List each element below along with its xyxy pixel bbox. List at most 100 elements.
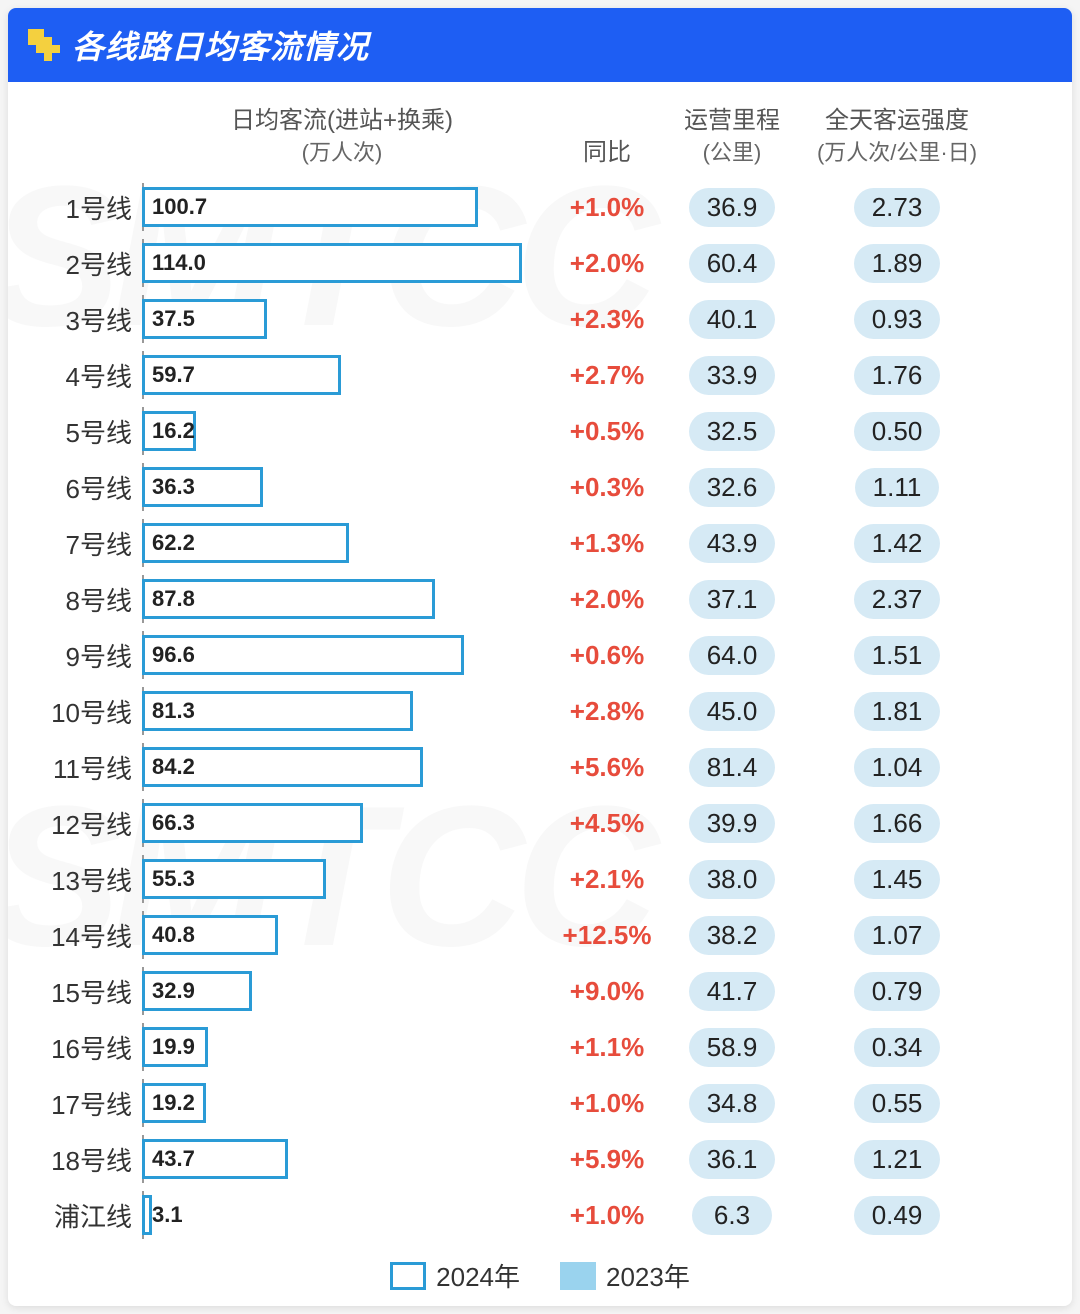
table-row: 4号线59.7+2.7%33.91.76 [32, 347, 1048, 403]
legend-2023: 2023年 [560, 1257, 690, 1294]
bar-cell: 43.7 [142, 1139, 542, 1179]
line-name: 浦江线 [32, 1197, 142, 1234]
intensity-value: 1.42 [854, 524, 941, 563]
compare-value: +2.0% [570, 584, 644, 614]
compare-cell: +1.1% [542, 1032, 672, 1063]
mileage-value: 81.4 [689, 748, 776, 787]
mileage-value: 6.3 [692, 1196, 772, 1235]
intensity-value: 1.51 [854, 636, 941, 675]
line-name: 3号线 [32, 301, 142, 338]
bar-value-label: 36.3 [152, 467, 195, 507]
bar-value-label: 100.7 [152, 187, 207, 227]
bar-value-label: 84.2 [152, 747, 195, 787]
mileage-value: 38.2 [689, 916, 776, 955]
table-row: 7号线62.2 +1.3% 43.9 1.42 [32, 515, 1048, 571]
bar-value-label: 32.9 [152, 971, 195, 1011]
line-name: 12号线 [32, 805, 142, 842]
compare-value: +0.6% [570, 640, 644, 670]
table-row: 16号线19.9+1.1%58.90.34 [32, 1019, 1048, 1075]
mileage-value: 36.1 [689, 1140, 776, 1179]
compare-value: +5.6% [570, 752, 644, 782]
bar-cell: 81.3 [142, 691, 542, 731]
table-row: 8号线87.8+2.0%37.12.37 [32, 571, 1048, 627]
intensity-cell: 1.81 [792, 692, 1002, 731]
compare-cell: +5.9% [542, 1144, 672, 1175]
mileage-cell: 36.1 [672, 1140, 792, 1179]
line-name: 15号线 [32, 973, 142, 1010]
bar-cell: 96.6 [142, 635, 542, 675]
mileage-value: 32.5 [689, 412, 776, 451]
line-name: 2号线 [32, 245, 142, 282]
compare-cell: +2.3% [542, 304, 672, 335]
line-name: 1号线 [32, 189, 142, 226]
mileage-cell: 38.0 [672, 860, 792, 899]
bar-value-label: 16.2 [152, 411, 195, 451]
col-flow-unit: (万人次) [142, 135, 542, 167]
compare-value: +1.0% [570, 1088, 644, 1118]
bar-cell: 84.2 [142, 747, 542, 787]
compare-cell: +0.3% [542, 472, 672, 503]
compare-value: +2.8% [570, 696, 644, 726]
line-name: 9号线 [32, 637, 142, 674]
legend-2023-label: 2023年 [606, 1257, 690, 1294]
intensity-cell: 1.42 [792, 524, 1002, 563]
intensity-value: 1.76 [854, 356, 941, 395]
mileage-cell: 40.1 [672, 300, 792, 339]
compare-cell: +5.6% [542, 752, 672, 783]
mileage-cell: 33.9 [672, 356, 792, 395]
intensity-value: 1.89 [854, 244, 941, 283]
compare-value: +0.3% [570, 472, 644, 502]
table-row: 6号线36.3+0.3%32.61.11 [32, 459, 1048, 515]
compare-cell: +1.0% [542, 192, 672, 223]
mileage-value: 64.0 [689, 636, 776, 675]
col-intensity-unit: (万人次/公里·日) [792, 135, 1002, 167]
table-row: 11号线84.2+5.6%81.41.04 [32, 739, 1048, 795]
compare-cell: +12.5% [542, 920, 672, 951]
compare-value: +0.5% [570, 416, 644, 446]
intensity-value: 1.11 [855, 468, 940, 507]
intensity-cell: 2.37 [792, 580, 1002, 619]
compare-value: +1.0% [570, 1200, 644, 1230]
intensity-value: 1.04 [854, 748, 941, 787]
intensity-cell: 2.73 [792, 188, 1002, 227]
mileage-cell: 32.6 [672, 468, 792, 507]
col-compare-label: 同比 [542, 132, 672, 167]
compare-value: +1.3% [570, 528, 644, 558]
table-row: 9号线96.6 +0.6% 64.0 1.51 [32, 627, 1048, 683]
intensity-cell: 0.93 [792, 300, 1002, 339]
intensity-value: 1.21 [854, 1140, 941, 1179]
bar-cell: 3.1 [142, 1195, 542, 1235]
intensity-cell: 1.45 [792, 860, 1002, 899]
mileage-value: 41.7 [689, 972, 776, 1011]
bar-cell: 16.2 [142, 411, 542, 451]
line-name: 8号线 [32, 581, 142, 618]
line-name: 5号线 [32, 413, 142, 450]
bar-value-label: 19.9 [152, 1027, 195, 1067]
mileage-cell: 41.7 [672, 972, 792, 1011]
table-row: 1号线 100.7 +1.0%36.9 2.73 [32, 179, 1048, 235]
compare-value: +2.1% [570, 864, 644, 894]
table-row: 17号线19.2+1.0%34.80.55 [32, 1075, 1048, 1131]
intensity-cell: 1.76 [792, 356, 1002, 395]
line-name: 13号线 [32, 861, 142, 898]
mileage-value: 43.9 [689, 524, 776, 563]
table-row: 3号线37.5+2.3%40.10.93 [32, 291, 1048, 347]
bar-cell: 62.2 [142, 523, 542, 563]
compare-cell: +1.3% [542, 528, 672, 559]
line-name: 14号线 [32, 917, 142, 954]
mileage-cell: 36.9 [672, 188, 792, 227]
table-row: 2号线114.0+2.0%60.41.89 [32, 235, 1048, 291]
intensity-cell: 0.50 [792, 412, 1002, 451]
bar-value-label: 3.1 [152, 1195, 183, 1235]
intensity-cell: 1.11 [792, 468, 1002, 507]
line-name: 7号线 [32, 525, 142, 562]
compare-cell: +1.0% [542, 1088, 672, 1119]
intensity-value: 2.73 [854, 188, 941, 227]
table-row: 10号线81.3+2.8%45.01.81 [32, 683, 1048, 739]
table-row: 浦江线3.1+1.0%6.30.49 [32, 1187, 1048, 1243]
bar-cell: 55.3 [142, 859, 542, 899]
intensity-value: 0.34 [854, 1028, 941, 1067]
mileage-value: 60.4 [689, 244, 776, 283]
bar-value-label: 55.3 [152, 859, 195, 899]
mileage-cell: 6.3 [672, 1196, 792, 1235]
